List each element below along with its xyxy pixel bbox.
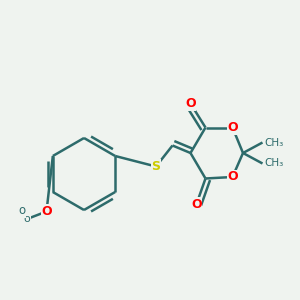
Text: o: o — [24, 214, 30, 224]
Text: CH₃: CH₃ — [264, 137, 283, 148]
Text: o: o — [18, 205, 26, 218]
Text: O: O — [191, 197, 202, 211]
Text: O: O — [41, 205, 52, 218]
Text: CH₃: CH₃ — [264, 158, 283, 169]
Text: O: O — [227, 170, 238, 184]
Text: S: S — [152, 160, 160, 173]
Text: O: O — [185, 97, 196, 110]
Text: O: O — [227, 121, 238, 134]
